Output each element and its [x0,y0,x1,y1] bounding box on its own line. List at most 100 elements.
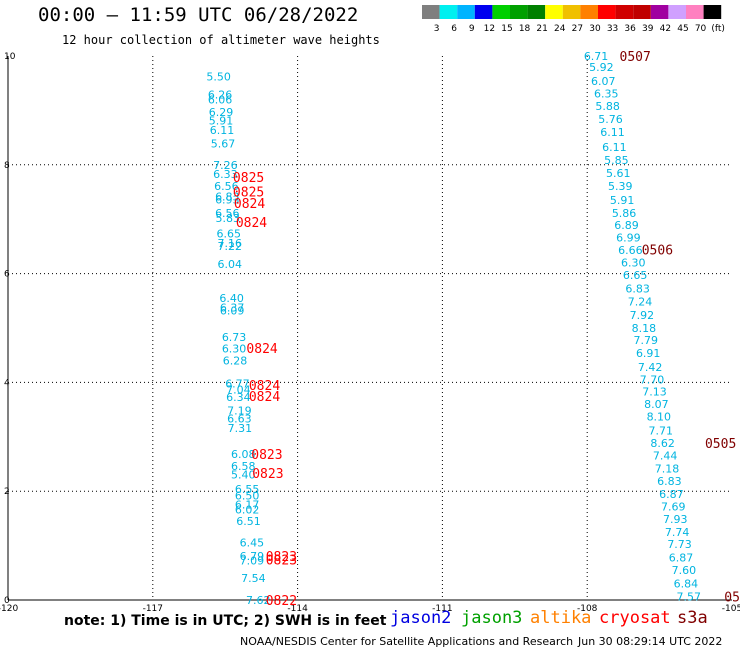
y-tick-label: 8 [4,161,10,171]
wave-height-label: 6.11 [600,126,625,139]
legend-swatch [545,5,563,19]
wave-height-label: 7.22 [217,240,242,253]
legend-swatch [580,5,598,19]
wave-height-label: 6.83 [657,475,682,488]
wave-height-label: 7.26 [213,159,238,172]
pass-time-label: 0824 [249,390,280,405]
wave-height-label: 6.04 [217,258,242,271]
y-tick-label: 10 [4,52,16,62]
wave-height-label: 7.13 [642,386,667,399]
wave-height-label: 5.88 [595,100,620,113]
legend-tick-label: 15 [501,24,512,34]
wave-height-label: 6.55 [235,483,260,496]
wave-height-label: 6.29 [209,106,234,119]
color-legend-bar: 3 6 9 12 15 18 21 24 27 30 33 36 39 42 45 70 (ft) [422,5,725,34]
wave-height-label: 5.76 [598,113,623,126]
wave-height-label: 7.16 [217,237,242,250]
y-tick-label: 6 [4,270,10,280]
wave-height-label: 6.30 [222,343,247,356]
wave-height-label: 6.35 [594,88,619,101]
page-title: 00:00 — 11:59 UTC 06/28/2022 [38,4,359,26]
pass-time-label: 0506 [642,244,673,259]
pass-time-label: 0825 [233,185,264,200]
wave-height-label: 5.40 [231,468,256,481]
wave-height-label: 6.66 [618,244,643,257]
sat-jason3-label: jason3 [461,608,523,628]
pass-time-label: 05 [724,591,740,606]
wave-height-label: 6.83 [215,190,240,203]
legend-tick-label: 27 [572,24,583,34]
wave-height-label: 6.56 [215,207,240,220]
pass-time-label: 0824 [236,216,267,231]
legend-tick-label: 6 [451,24,457,34]
wave-height-label: 8.18 [632,322,657,335]
pass-time-label: 0822 [266,594,297,609]
wave-height-label: 6.40 [219,292,244,305]
wave-height-label: 6.89 [614,219,639,232]
wave-height-label: 6.11 [602,141,627,154]
wave-height-label: 6.87 [669,552,694,565]
wave-height-label: 6.06 [208,94,233,107]
legend-swatch [474,5,493,19]
wave-height-label: 6.73 [222,331,247,344]
pass-time-label: 0823 [266,554,297,569]
wave-height-label: 7.42 [638,361,663,374]
wave-height-label: 7.04 [226,383,251,396]
wave-height-label: 7.62 [246,594,270,607]
wave-height-label: 6.58 [231,460,256,473]
wave-height-label: 7.60 [672,564,697,577]
wave-height-label: 6.45 [240,536,265,549]
wave-height-label: 7.69 [661,500,686,513]
wave-height-label: 5.83 [216,212,241,225]
legend-tick-label: 18 [519,24,531,34]
y-tick-label: 4 [4,378,10,388]
legend-tick-label: 9 [469,24,475,34]
legend-tick-label: 3 [434,24,440,34]
legend-swatch [457,5,475,19]
wave-height-label: 5.86 [612,207,637,220]
wave-height-label: 5.91 [610,194,635,207]
wave-height-label: 6.17 [235,498,260,511]
wave-height-label: 6.37 [220,301,245,314]
legend-tick-label: 21 [536,24,547,34]
generated-timestamp: Jun 30 08:29:14 UTC 2022 [578,635,723,648]
legend-swatch [422,5,440,19]
legend-swatch [527,5,546,19]
wave-height-label: 6.65 [623,269,648,282]
wave-height-label: 5.61 [606,167,631,180]
wave-height-label: 6.11 [210,124,235,137]
wave-height-label: 7.57 [676,591,701,604]
page-subtitle: 12 hour collection of altimeter wave hei… [62,33,380,47]
sat-s3a-label: s3a [677,608,708,628]
pass-time-label: 0823 [252,467,283,482]
legend-swatch [650,5,669,19]
wave-height-label: 5.50 [206,71,231,84]
wave-height-label: 7.79 [634,334,659,347]
wave-height-label: 6.63 [227,412,252,425]
wave-height-label: 6.87 [659,488,684,501]
wave-height-label: 6.02 [235,504,260,517]
legend-tick-label: 12 [484,24,495,34]
wave-height-label: 7.44 [653,449,678,462]
wave-height-label: 6.26 [208,89,233,102]
wave-height-label: 7.54 [241,572,265,585]
legend-tick-label: (ft) [711,24,725,34]
legend-tick-label: 33 [607,24,618,34]
wave-height-label: 7.73 [667,538,692,551]
wave-height-label: 7.70 [640,374,665,387]
wave-height-label: 6.56 [214,180,239,193]
legend-swatch [686,5,704,19]
wave-height-label: 6.65 [217,227,242,240]
pass-time-label: 0507 [620,50,651,65]
wave-height-label: 8.62 [650,437,675,450]
wave-height-label: 7.09 [240,554,265,567]
wave-height-label: 6.79 [240,550,265,563]
x-tick-label: -105 [722,604,740,614]
wave-height-label: 7.24 [628,295,653,308]
legend-tick-label: 36 [624,24,636,34]
wave-height-label: 6.51 [236,515,261,528]
credit-line: NOAA/NESDIS Center for Satellite Applica… [240,635,574,648]
x-tick-label: -108 [577,604,598,614]
legend-swatch [703,5,722,19]
wave-height-label: 6.07 [591,75,616,88]
